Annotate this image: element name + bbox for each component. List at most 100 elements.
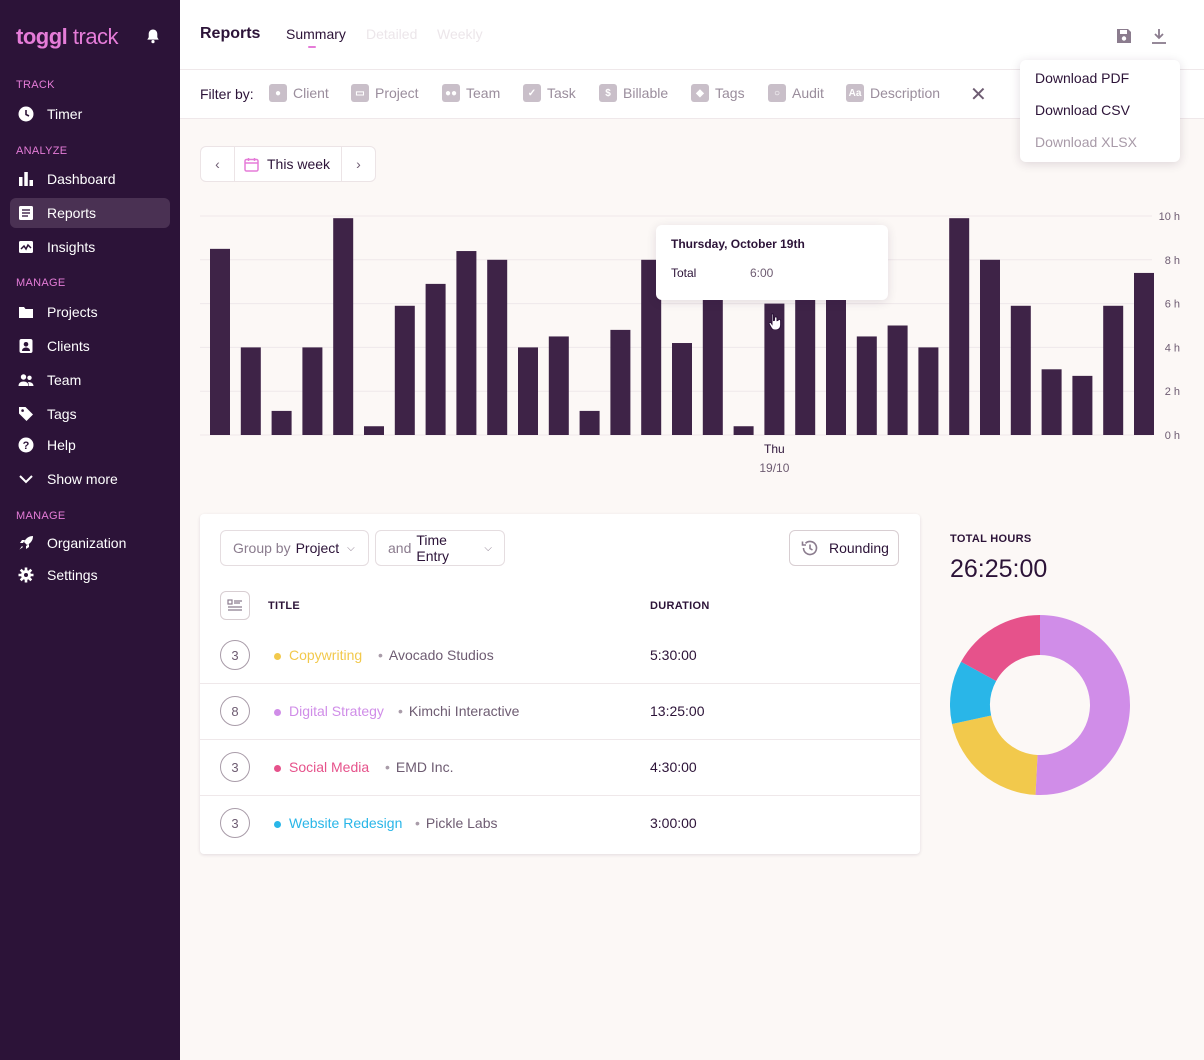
- sidebar-item-label: Timer: [47, 106, 83, 122]
- sidebar-item-show-more[interactable]: Show more: [10, 464, 170, 494]
- logo-main: toggl: [16, 24, 68, 49]
- project-name: Website Redesign: [289, 815, 403, 831]
- chevron-down-icon: ⌵: [484, 542, 492, 554]
- sub-group-select[interactable]: and Time Entry ⌵: [375, 530, 505, 566]
- donut-slice[interactable]: [1035, 615, 1130, 795]
- sidebar-item-settings[interactable]: Settings: [10, 560, 170, 590]
- donut-slice[interactable]: [952, 715, 1038, 795]
- donut-slice[interactable]: [950, 661, 997, 725]
- duration-column-header[interactable]: DURATION: [650, 600, 710, 612]
- summary-table-card: Group by Project ⌵ and Time Entry ⌵ Roun…: [200, 514, 920, 854]
- next-period-button[interactable]: ›: [341, 147, 375, 181]
- chevron-down-icon: ⌵: [347, 542, 355, 554]
- chart-bar[interactable]: [333, 218, 354, 435]
- filter-tags[interactable]: ◆ Tags: [691, 84, 745, 102]
- chart-bar[interactable]: [702, 264, 723, 435]
- filter-client[interactable]: ● Client: [269, 84, 329, 102]
- chart-bar[interactable]: [425, 283, 446, 435]
- chart-bar[interactable]: [302, 347, 323, 435]
- close-icon[interactable]: ✕: [970, 84, 987, 106]
- calendar-icon: [244, 157, 259, 172]
- chart-bar[interactable]: [733, 426, 754, 435]
- sidebar-item-team[interactable]: Team: [10, 365, 170, 395]
- rounding-button[interactable]: Rounding: [789, 530, 899, 566]
- sidebar-item-organization[interactable]: Organization: [10, 528, 170, 558]
- chart-bar[interactable]: [1041, 369, 1062, 435]
- download-pdf-item[interactable]: Download PDF: [1035, 70, 1130, 86]
- chart-bar[interactable]: [641, 259, 662, 435]
- tab-active-indicator: [308, 46, 316, 48]
- sidebar-item-dashboard[interactable]: Dashboard: [10, 164, 170, 194]
- chart-bar[interactable]: [456, 251, 477, 435]
- chart-bar[interactable]: [672, 343, 692, 435]
- sidebar-item-projects[interactable]: Projects: [10, 297, 170, 327]
- sub-group-value: Time Entry: [416, 532, 450, 564]
- chart-bar[interactable]: [826, 270, 846, 435]
- project-color-dot: [274, 653, 281, 660]
- tooltip-value: 6:00: [750, 266, 774, 280]
- tab-detailed[interactable]: Detailed: [366, 26, 418, 42]
- chart-bar[interactable]: [949, 218, 970, 435]
- table-row[interactable]: 3 Website Redesign Pickle Labs 3:00:00: [200, 795, 920, 851]
- chart-bar[interactable]: [887, 325, 908, 436]
- total-hours-value: 26:25:00: [950, 555, 1048, 583]
- previous-period-button[interactable]: ‹: [201, 147, 235, 181]
- chart-bar[interactable]: [764, 303, 785, 435]
- filter-task[interactable]: ✓ Task: [523, 84, 576, 102]
- chart-bar[interactable]: [610, 329, 631, 435]
- sidebar-item-label: Show more: [47, 471, 118, 487]
- list-icon: [227, 599, 242, 611]
- chart-bar[interactable]: [918, 347, 939, 435]
- download-csv-item[interactable]: Download CSV: [1035, 102, 1130, 118]
- chart-bar[interactable]: [394, 305, 415, 435]
- date-range-picker[interactable]: This week: [244, 156, 330, 172]
- chart-bar[interactable]: [1134, 272, 1154, 435]
- chart-bar[interactable]: [1072, 375, 1093, 435]
- chart-bar[interactable]: [980, 259, 1000, 435]
- sidebar-item-timer[interactable]: Timer: [10, 99, 170, 129]
- chart-bar[interactable]: [518, 347, 538, 435]
- tab-weekly[interactable]: Weekly: [437, 26, 483, 42]
- hand-cursor-icon: [768, 312, 782, 330]
- table-row[interactable]: 8 Digital Strategy Kimchi Interactive 13…: [200, 683, 920, 739]
- chart-bar[interactable]: [364, 426, 384, 435]
- sidebar-item-tags[interactable]: Tags: [10, 399, 170, 429]
- title-column-header[interactable]: TITLE: [268, 600, 301, 612]
- download-icon[interactable]: [1150, 27, 1168, 45]
- y-tick-label: 10 h: [1159, 211, 1180, 223]
- chart-bar[interactable]: [548, 336, 569, 435]
- chart-bar[interactable]: [271, 410, 292, 435]
- chart-bar[interactable]: [240, 347, 261, 435]
- chart-bar[interactable]: [856, 336, 877, 435]
- filter-team[interactable]: ●● Team: [442, 84, 500, 102]
- filter-audit[interactable]: ○ Audit: [768, 84, 824, 102]
- table-row[interactable]: 3 Social Media EMD Inc. 4:30:00: [200, 739, 920, 795]
- chart-bar[interactable]: [1010, 305, 1031, 435]
- filter-label: Description: [870, 85, 941, 101]
- duration-value: 4:30:00: [650, 759, 697, 775]
- rounding-label: Rounding: [829, 540, 889, 556]
- chart-bar[interactable]: [210, 248, 230, 435]
- tooltip-title: Thursday, October 19th: [671, 237, 805, 251]
- group-by-select[interactable]: Group by Project ⌵: [220, 530, 369, 566]
- sidebar-item-reports[interactable]: Reports: [10, 198, 170, 228]
- expand-list-button[interactable]: [220, 591, 250, 620]
- donut-slice[interactable]: [961, 615, 1040, 682]
- sidebar-item-clients[interactable]: Clients: [10, 331, 170, 361]
- filter-description[interactable]: Aa Description: [846, 84, 940, 102]
- filter-project[interactable]: ▭ Project: [351, 84, 419, 102]
- chart-bar[interactable]: [579, 410, 600, 435]
- save-icon[interactable]: [1115, 27, 1133, 45]
- sidebar-item-help[interactable]: ? Help: [10, 430, 170, 460]
- sidebar-item-label: Projects: [47, 304, 98, 320]
- filter-billable[interactable]: $ Billable: [599, 84, 668, 102]
- sidebar-item-insights[interactable]: Insights: [10, 232, 170, 262]
- chart-bar[interactable]: [795, 270, 816, 435]
- chart-bar[interactable]: [1103, 305, 1124, 435]
- tab-summary[interactable]: Summary: [286, 26, 346, 42]
- chart-bar[interactable]: [487, 259, 508, 435]
- bell-icon[interactable]: [145, 28, 161, 44]
- table-row[interactable]: 3 Copywriting Avocado Studios 5:30:00: [200, 628, 920, 684]
- toggl-track-logo[interactable]: toggl track: [16, 24, 119, 50]
- filter-label: Task: [547, 85, 576, 101]
